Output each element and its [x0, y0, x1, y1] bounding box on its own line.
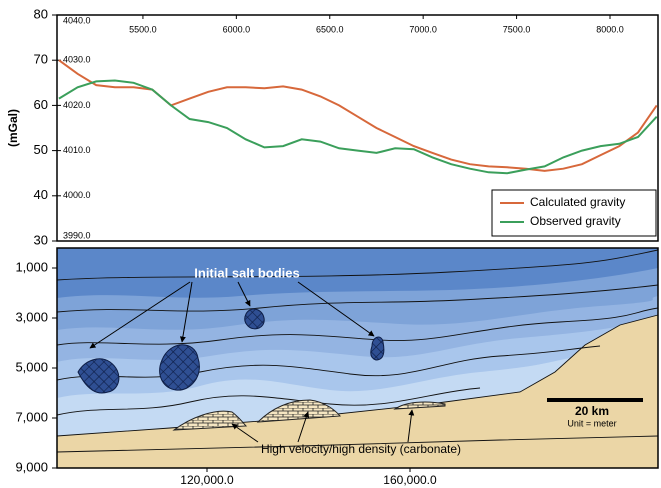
x-tick-label: 7000.0: [409, 24, 437, 34]
y-tick-label: 70: [34, 52, 48, 67]
legend-label: Observed gravity: [530, 214, 621, 228]
x-tick-label: 6500.0: [316, 24, 344, 34]
annotation: Initial salt bodies: [194, 265, 299, 280]
y-tick-label: 1,000: [15, 259, 48, 274]
y-tick-label: 60: [34, 97, 48, 112]
y-tick-label: 80: [34, 6, 48, 21]
line-series: [59, 60, 657, 171]
legend-label: Calculated gravity: [530, 195, 625, 209]
figure: Initial salt bodies High velocity/high d…: [0, 0, 661, 488]
x-tick-label: 6000.0: [223, 24, 251, 34]
y2-tick-label: 4000.0: [63, 190, 91, 200]
y-tick-label: 50: [34, 142, 48, 157]
legend: Calculated gravity Observed gravity: [492, 190, 656, 236]
x-tick-label: 7500.0: [503, 24, 531, 34]
y-axis-label: (mGal): [6, 109, 20, 147]
annotation: Unit = meter: [567, 418, 616, 428]
y-tick-label: 40: [34, 187, 48, 202]
cross-section: [57, 248, 658, 468]
y-tick-label: 5,000: [15, 359, 48, 374]
y2-tick-label: 4020.0: [63, 100, 91, 110]
y2-tick-label: 4040.0: [63, 15, 91, 25]
x-tick-label: 8000.0: [596, 24, 624, 34]
y-tick-label: 7,000: [15, 409, 48, 424]
x-tick-label: 5500.0: [129, 24, 157, 34]
y2-tick-label: 3990.0: [63, 230, 91, 240]
x-tick-label: 160,000.0: [383, 473, 437, 487]
line-series: [59, 81, 657, 174]
annotation: 20 km: [575, 404, 609, 418]
y-tick-label: 30: [34, 232, 48, 247]
y2-tick-label: 4010.0: [63, 145, 91, 155]
y-tick-label: 3,000: [15, 309, 48, 324]
annotation: High velocity/high density (carbonate): [261, 442, 461, 456]
y2-tick-label: 4030.0: [63, 55, 91, 65]
x-tick-label: 120,000.0: [180, 473, 234, 487]
y-tick-label: 9,000: [15, 459, 48, 474]
